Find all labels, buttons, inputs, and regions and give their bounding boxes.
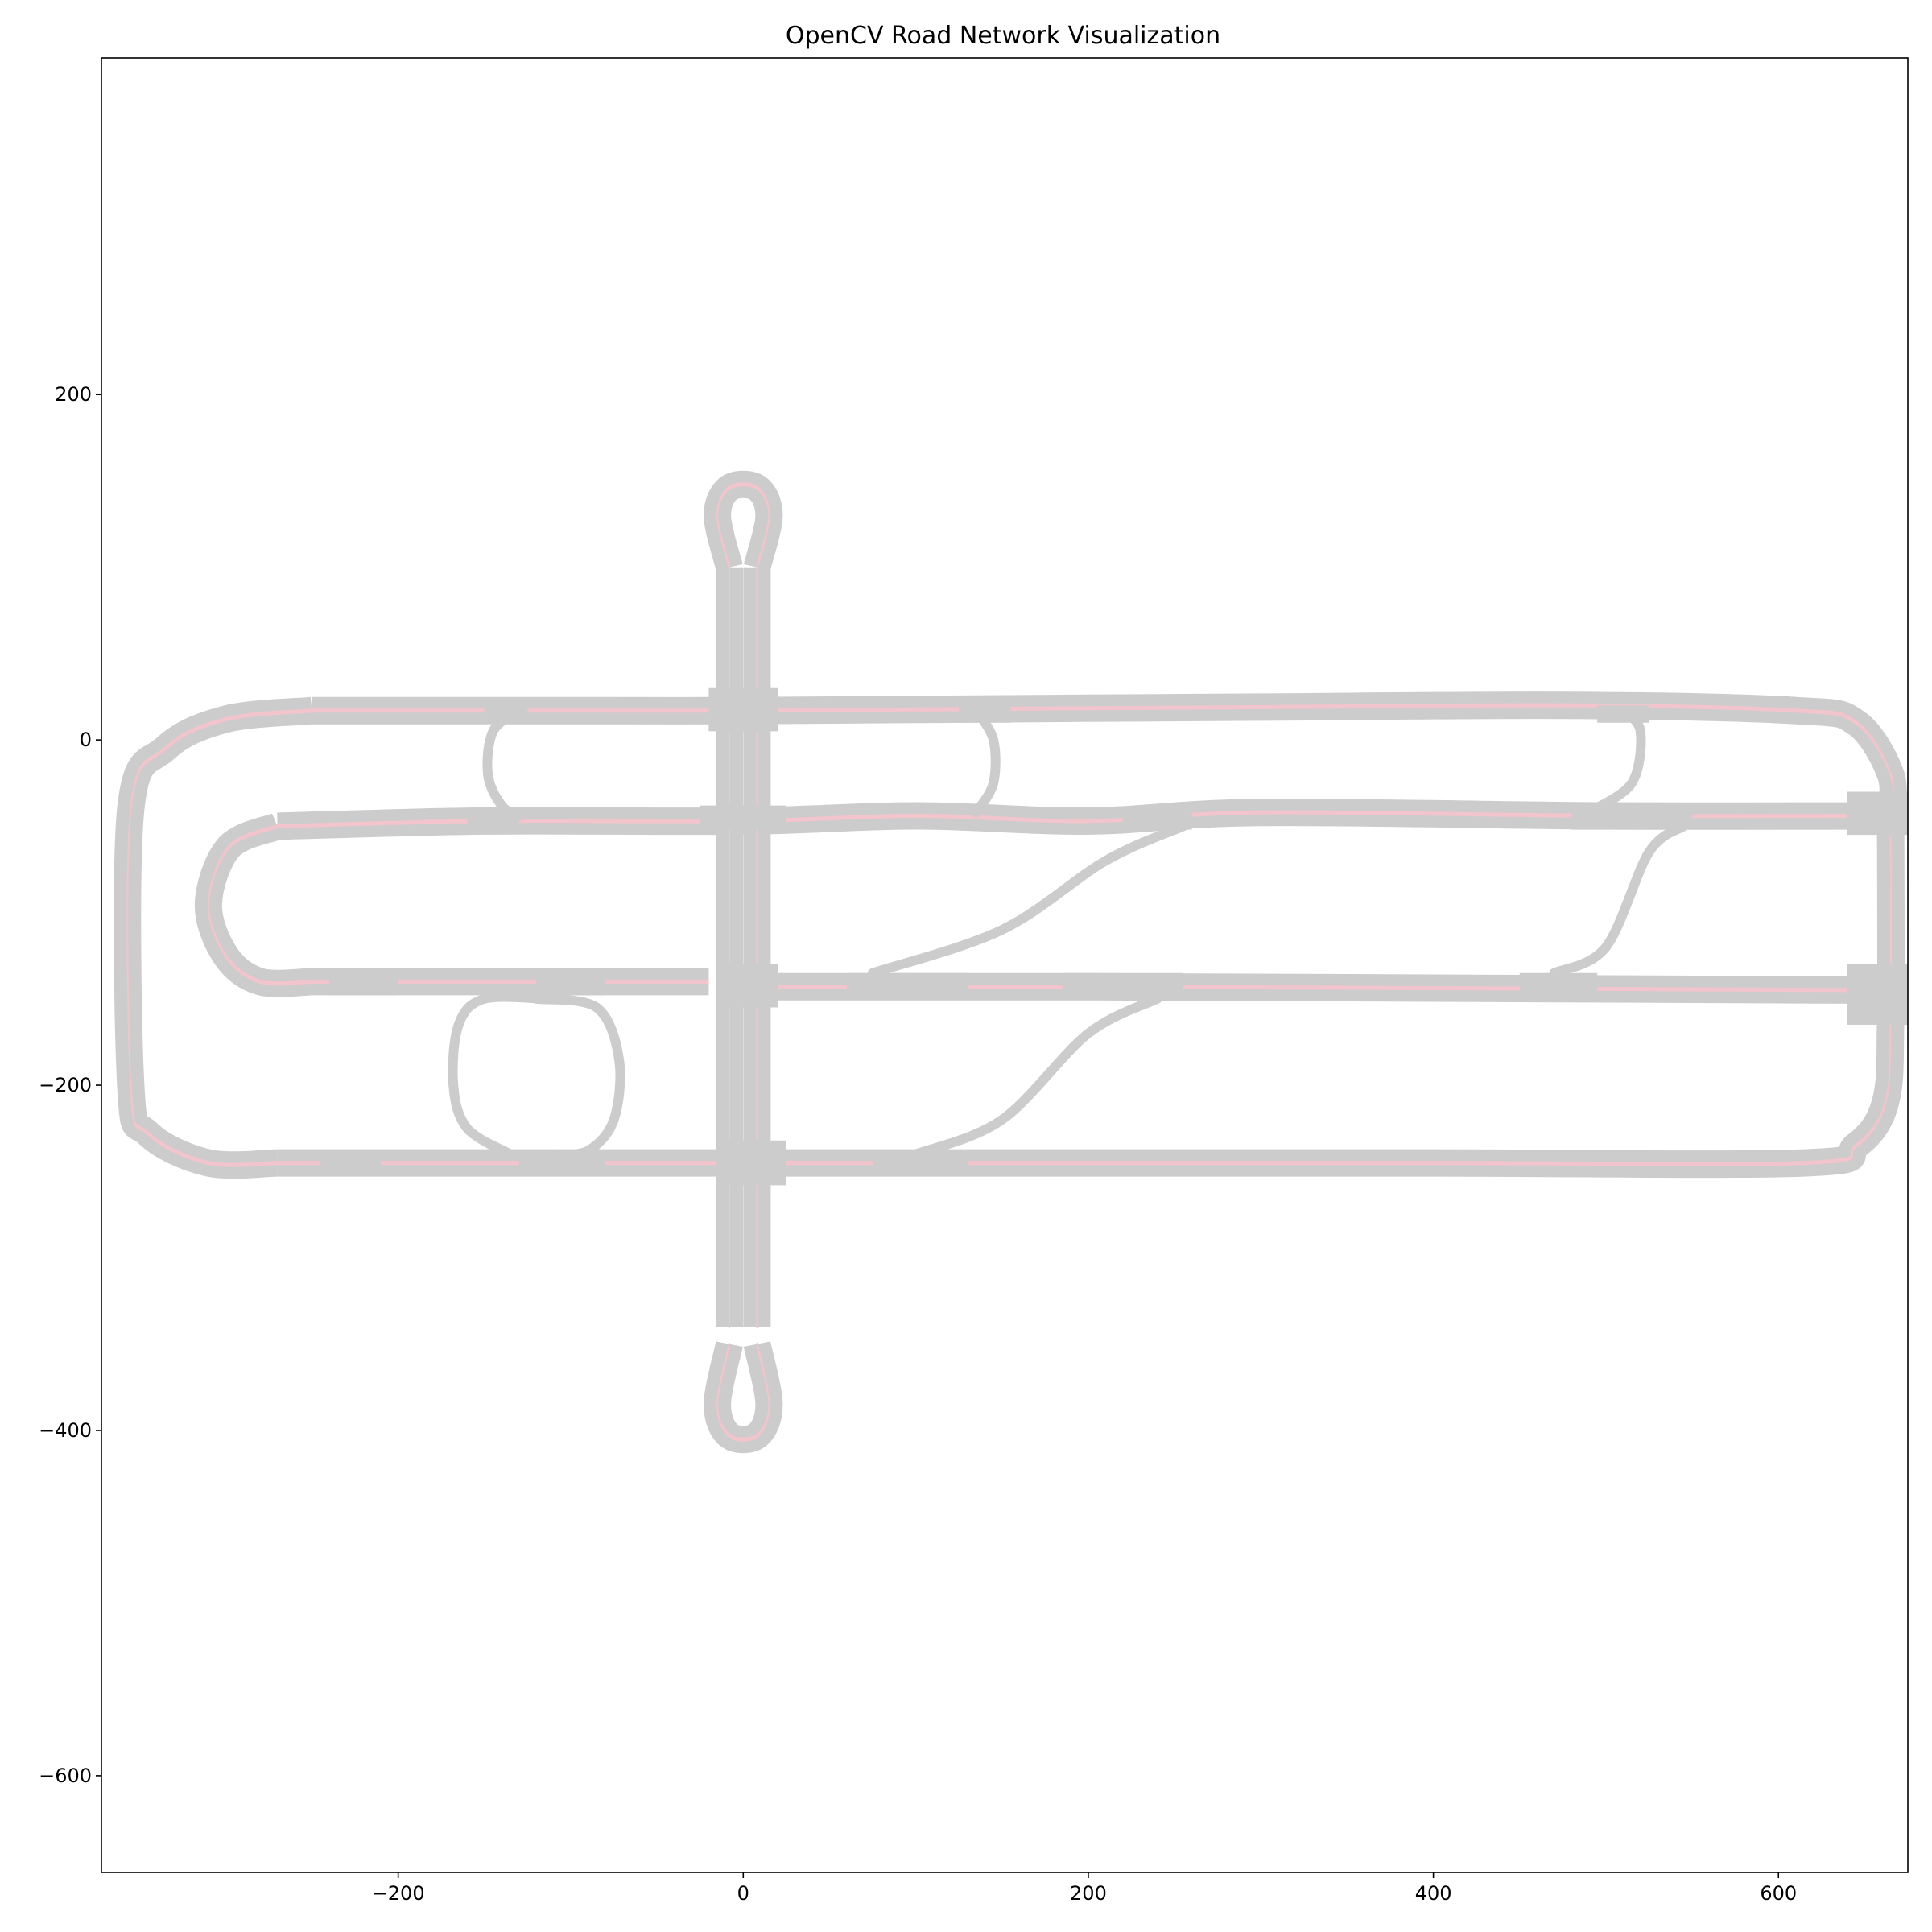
road-loop-c <box>1583 705 1646 818</box>
junction-k <box>846 972 968 999</box>
link-surface <box>1549 821 1689 978</box>
x-tick-label: 400 <box>1415 1882 1452 1905</box>
y-tick-label: −400 <box>39 1419 92 1442</box>
x-axis: −200 0 200 400 600 <box>372 1872 1797 1905</box>
x-tick-label: 200 <box>1070 1882 1107 1905</box>
link-surface <box>971 705 1001 818</box>
link-surface <box>482 705 524 821</box>
road-bottom-road <box>277 815 1905 1179</box>
junction-e <box>700 805 786 830</box>
road-diag-1 <box>868 821 1188 978</box>
y-tick-label: −200 <box>39 1074 92 1096</box>
junction-g <box>1571 805 1693 830</box>
junction-p <box>518 1150 605 1172</box>
y-tick-label: −600 <box>39 1765 92 1787</box>
lane-line <box>312 705 1894 819</box>
junction-j <box>536 972 605 996</box>
road-surface <box>312 691 1907 819</box>
junction-s <box>708 687 778 732</box>
lane-line <box>126 711 312 1167</box>
junction-f <box>1122 808 1192 830</box>
junction-n <box>1847 964 1908 1025</box>
road-bottom-knob <box>704 1341 783 1454</box>
junction-l <box>1062 972 1183 999</box>
lane-line <box>312 706 1894 819</box>
road-top-knob <box>704 470 783 571</box>
junction-c <box>1597 705 1649 723</box>
road-loop-b <box>971 705 1001 818</box>
link-surface <box>910 993 1162 1159</box>
road-left-loop-inner <box>194 813 313 997</box>
junction-r <box>873 1150 968 1172</box>
x-tick-label: 600 <box>1760 1882 1797 1905</box>
junction-b <box>959 705 1011 723</box>
lane-line <box>312 704 1894 817</box>
road-loop-a <box>482 705 524 821</box>
junction-q <box>717 1140 786 1186</box>
lane-line <box>716 1345 770 1442</box>
lane-line <box>312 704 1894 818</box>
y-axis: 200 0 −200 −400 −600 <box>39 383 101 1787</box>
junction-a <box>484 705 528 723</box>
chart-title: OpenCV Road Network Visualization <box>786 22 1220 50</box>
road-loop-d <box>448 992 559 1159</box>
junction-t <box>717 964 778 1008</box>
junction-d <box>467 812 519 830</box>
junction-o <box>320 1150 382 1172</box>
x-tick-label: 0 <box>737 1882 749 1905</box>
junction-i <box>328 972 398 996</box>
y-tick-label: 0 <box>80 729 92 751</box>
junction-h <box>1847 791 1908 836</box>
road-network <box>114 470 1908 1454</box>
link-surface <box>868 821 1188 978</box>
road-diag-2 <box>910 993 1162 1159</box>
x-tick-label: −200 <box>372 1882 425 1905</box>
plot-frame <box>101 57 1909 1873</box>
road-loop-e <box>531 993 625 1160</box>
road-diag-3 <box>1549 821 1689 978</box>
link-surface <box>531 993 625 1160</box>
road-top-left-curve <box>114 696 314 1179</box>
lane-line <box>277 819 1892 1166</box>
junction-m <box>1519 972 1598 999</box>
link-surface <box>1583 705 1646 818</box>
road-surface <box>194 813 313 997</box>
lane-line <box>716 485 770 569</box>
link-surface <box>448 992 559 1159</box>
lane-line <box>312 703 1894 816</box>
lane-line <box>208 827 312 986</box>
y-tick-label: 200 <box>55 383 92 406</box>
road-top-road <box>312 691 1907 819</box>
